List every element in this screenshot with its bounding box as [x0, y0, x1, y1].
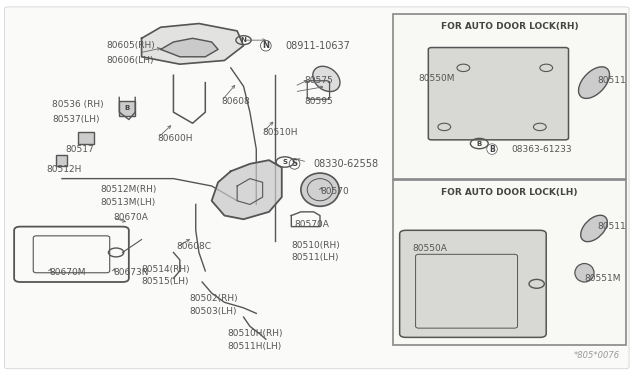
Text: B: B	[124, 106, 129, 112]
Text: 80515(LH): 80515(LH)	[141, 278, 189, 286]
Text: 80600H: 80600H	[157, 134, 193, 142]
Text: 80550M: 80550M	[419, 74, 455, 83]
Text: 08363-61233: 08363-61233	[511, 145, 572, 154]
Ellipse shape	[579, 67, 609, 99]
Text: 80551M: 80551M	[584, 274, 621, 283]
Text: 80670M: 80670M	[49, 268, 86, 277]
Text: 80570: 80570	[320, 187, 349, 196]
Bar	[119, 101, 135, 116]
Ellipse shape	[301, 173, 339, 206]
Text: 80510H(RH): 80510H(RH)	[228, 329, 283, 338]
Text: B: B	[489, 145, 495, 154]
Text: 80537(LH): 80537(LH)	[52, 115, 100, 124]
Text: 80605(RH): 80605(RH)	[106, 41, 156, 50]
Bar	[78, 132, 94, 144]
Text: 80503(LH): 80503(LH)	[189, 307, 237, 316]
Bar	[56, 155, 67, 166]
Text: 80670A: 80670A	[113, 213, 148, 222]
FancyBboxPatch shape	[399, 230, 546, 337]
Ellipse shape	[575, 263, 594, 282]
Polygon shape	[161, 38, 218, 57]
Text: 08911-10637: 08911-10637	[285, 41, 350, 51]
Text: 80517: 80517	[65, 145, 94, 154]
Text: 80511: 80511	[597, 222, 626, 231]
Bar	[394, 14, 626, 179]
Text: 80510(RH): 80510(RH)	[291, 241, 340, 250]
Text: S: S	[282, 159, 287, 165]
FancyBboxPatch shape	[428, 48, 568, 140]
Bar	[394, 180, 626, 345]
Text: 80512M(RH): 80512M(RH)	[100, 185, 157, 194]
Text: 80511(LH): 80511(LH)	[291, 253, 339, 263]
Text: 80550A: 80550A	[412, 244, 447, 253]
FancyBboxPatch shape	[4, 7, 629, 369]
Text: 80575: 80575	[304, 76, 333, 85]
Polygon shape	[212, 160, 282, 219]
Text: B: B	[477, 141, 482, 147]
Text: 80513M(LH): 80513M(LH)	[100, 198, 156, 207]
Text: 80502(RH): 80502(RH)	[189, 294, 238, 303]
Text: 80595: 80595	[304, 97, 333, 106]
Text: 80511H(LH): 80511H(LH)	[228, 342, 282, 351]
Text: 80510H: 80510H	[262, 128, 298, 137]
Text: 08330-62558: 08330-62558	[314, 159, 379, 169]
Polygon shape	[141, 23, 244, 64]
Text: N: N	[241, 37, 246, 43]
Text: 80512H: 80512H	[46, 165, 81, 174]
Text: 80606(LH): 80606(LH)	[106, 56, 154, 65]
Text: FOR AUTO DOOR LOCK(RH): FOR AUTO DOOR LOCK(RH)	[441, 22, 579, 31]
Ellipse shape	[313, 66, 340, 92]
Text: 80511: 80511	[597, 76, 626, 85]
Text: FOR AUTO DOOR LOCK(LH): FOR AUTO DOOR LOCK(LH)	[442, 188, 578, 197]
Text: S: S	[291, 159, 298, 169]
Text: 80608: 80608	[221, 97, 250, 106]
Text: N: N	[262, 41, 269, 50]
Text: 80570A: 80570A	[294, 220, 330, 229]
Text: 80514(RH): 80514(RH)	[141, 264, 190, 273]
Text: 80673N: 80673N	[113, 268, 148, 277]
Text: 80608C: 80608C	[177, 243, 212, 251]
Text: *805*0076: *805*0076	[573, 350, 620, 359]
Ellipse shape	[580, 215, 607, 242]
Text: 80536 (RH): 80536 (RH)	[52, 100, 104, 109]
